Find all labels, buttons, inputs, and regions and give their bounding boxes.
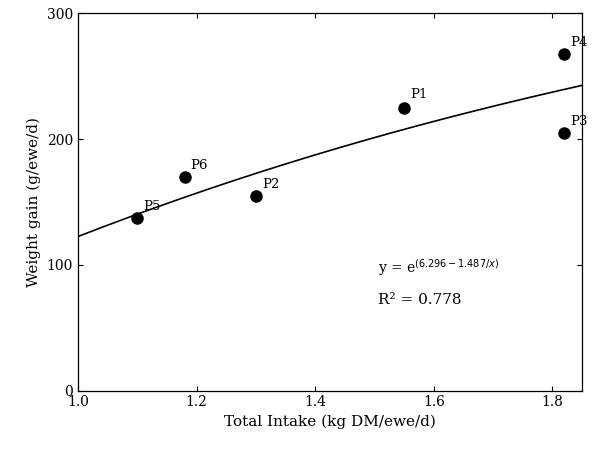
Text: P3: P3 [570, 115, 587, 128]
X-axis label: Total Intake (kg DM/ewe/d): Total Intake (kg DM/ewe/d) [224, 415, 436, 429]
Text: R² = 0.778: R² = 0.778 [378, 293, 461, 307]
Y-axis label: Weight gain (g/ewe/d): Weight gain (g/ewe/d) [27, 117, 41, 287]
Text: y = e$^{(6.296-1.487/x)}$: y = e$^{(6.296-1.487/x)}$ [378, 257, 499, 277]
Text: P4: P4 [570, 35, 587, 48]
Text: P1: P1 [410, 88, 427, 101]
Text: P5: P5 [143, 200, 161, 213]
Text: P6: P6 [191, 159, 208, 172]
Text: P2: P2 [262, 178, 279, 191]
